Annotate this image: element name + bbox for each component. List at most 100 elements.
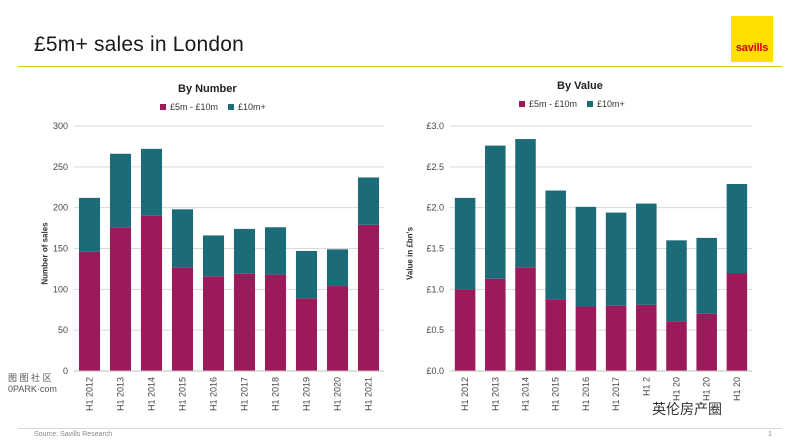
bar-segment-series-2	[109, 153, 132, 228]
watermark-right: 英伦房产圈	[652, 401, 722, 417]
bar-segment-series-2	[264, 227, 287, 275]
bar-segment-series-2	[326, 249, 349, 287]
legend-label-series-1: £5m - £10m	[170, 102, 219, 112]
x-tick-label: H1 2020	[333, 377, 343, 411]
legend-label-series-2: £10m+	[238, 102, 266, 112]
x-tick-label: H1 2015	[551, 377, 561, 411]
y-tick-label: 250	[53, 162, 68, 172]
bar-segment-series-1	[140, 215, 163, 371]
bar-segment-series-1	[233, 273, 256, 371]
bar-segment-series-2	[485, 145, 506, 279]
bar-segment-series-2	[666, 240, 687, 322]
bar-segment-series-1	[109, 227, 132, 371]
bar-segment-series-1	[485, 278, 506, 371]
x-tick-label: H1 2	[641, 377, 651, 396]
bar-segment-series-1	[202, 276, 225, 371]
bar-segment-series-1	[605, 305, 627, 371]
legend-label-series-1: £5m - £10m	[529, 99, 578, 109]
bar-segment-series-1	[696, 313, 717, 371]
title-divider	[18, 66, 782, 67]
bar-segment-series-1	[726, 273, 748, 371]
chart-1-title: By Number	[178, 83, 237, 95]
bar-segment-series-2	[636, 203, 657, 305]
legend-swatch-series-2	[587, 101, 594, 107]
x-tick-label: H1 20	[702, 377, 712, 401]
bar-segment-series-2	[454, 197, 476, 290]
bar-segment-series-2	[233, 228, 256, 274]
bar-segment-series-1	[264, 274, 287, 371]
watermark-left-line1: 图 图 社 区	[8, 373, 52, 383]
legend-swatch-series-2	[228, 104, 235, 110]
y-tick-label: £1.0	[426, 284, 444, 294]
bar-segment-series-1	[78, 251, 101, 371]
source-note: Source: Savills Research	[34, 431, 113, 438]
chart-1-plot: 0 50 100 150 200 250 300 H1 2012 H1 2013 H1 2014 H…	[53, 121, 384, 411]
x-tick-label: H1 20	[672, 377, 682, 401]
legend-swatch-series-1	[519, 101, 525, 107]
savills-logo: savills	[731, 16, 773, 62]
watermark-left-line2: 0PARK·com	[8, 384, 57, 394]
x-tick-label: H1 2016	[581, 377, 591, 411]
bar-segment-series-1	[666, 321, 687, 371]
watermark-left: 图 图 社 区 0PARK·com	[8, 373, 57, 395]
x-tick-label: H1 2012	[85, 377, 95, 411]
bar-segment-series-1	[545, 299, 566, 371]
bar-segment-series-1	[636, 304, 657, 371]
bar-segment-series-1	[357, 224, 380, 371]
footer-divider	[18, 428, 782, 429]
legend-swatch-series-1	[160, 104, 166, 110]
bar-segment-series-2	[357, 177, 380, 225]
x-tick-label: H1 2018	[271, 377, 281, 411]
bar-segment-series-1	[326, 286, 349, 371]
page-number: 1	[768, 431, 772, 438]
bar-segment-series-2	[696, 237, 717, 314]
y-tick-label: 300	[53, 121, 68, 131]
y-tick-label: 200	[53, 203, 68, 213]
slide-title: £5m+ sales in London	[34, 33, 245, 56]
x-tick-label: H1 2017	[240, 377, 250, 411]
y-tick-label: £3.0	[426, 121, 444, 131]
x-tick-label: H1 2014	[147, 377, 157, 411]
y-tick-label: £0.0	[426, 366, 444, 376]
y-tick-label: 0	[63, 366, 68, 376]
chart-2-title: By Value	[557, 80, 603, 92]
x-tick-label: H1 20	[732, 377, 742, 401]
chart-1-legend: £5m - £10m £10m+	[160, 102, 266, 112]
y-tick-label: £2.5	[426, 162, 444, 172]
bar-segment-series-2	[726, 183, 748, 273]
x-tick-label: H1 2013	[490, 377, 500, 411]
logo-text: savills	[735, 42, 769, 54]
legend-label-series-2: £10m+	[597, 99, 625, 109]
x-tick-label: H1 2021	[364, 377, 374, 411]
y-tick-label: 100	[53, 284, 68, 294]
y-tick-label: 150	[53, 244, 68, 254]
bar-segment-series-1	[515, 267, 536, 371]
y-tick-label: £2.0	[426, 203, 444, 213]
y-tick-label: 50	[58, 325, 68, 335]
chart-2-plot: £0.0 £0.5 £1.0 £1.5 £2.0 £2.5 £3.0 H1 2012 H1 20…	[426, 121, 752, 411]
bar-segment-series-2	[140, 148, 163, 216]
x-tick-label: H1 2014	[521, 377, 531, 411]
bar-segment-series-2	[295, 250, 318, 299]
bar-segment-series-1	[454, 289, 476, 371]
x-tick-label: H1 2015	[178, 377, 188, 411]
bar-segment-series-2	[171, 209, 194, 268]
x-tick-label: H1 2017	[611, 377, 621, 411]
bar-segment-series-1	[295, 298, 318, 371]
bar-segment-series-2	[575, 206, 597, 307]
bar-segment-series-2	[78, 197, 101, 252]
x-tick-label: H1 2016	[209, 377, 219, 411]
x-tick-label: H1 2019	[302, 377, 312, 411]
y-tick-label: £0.5	[426, 325, 444, 335]
x-tick-label: H1 2013	[116, 377, 126, 411]
x-tick-label: H1 2012	[460, 377, 470, 411]
y-tick-label: £1.5	[426, 244, 444, 254]
bar-segment-series-2	[545, 190, 566, 300]
chart-2-legend: £5m - £10m £10m+	[519, 99, 625, 109]
bar-segment-series-2	[605, 212, 627, 306]
bar-segment-series-1	[171, 267, 194, 371]
bar-segment-series-2	[515, 139, 536, 268]
bar-segment-series-2	[202, 235, 225, 277]
bar-segment-series-1	[575, 306, 597, 371]
